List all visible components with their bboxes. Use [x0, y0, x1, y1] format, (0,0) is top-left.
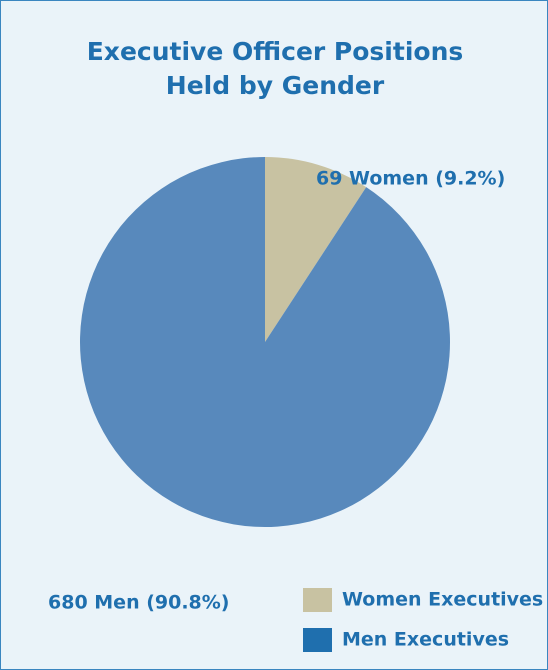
slice-label: 680 Men (90.8%): [48, 592, 230, 614]
pie-slice: [80, 157, 451, 527]
legend-label: Women Executives: [342, 589, 543, 611]
chart-title: Executive Officer Positions Held by Gend…: [86, 37, 464, 100]
legend-swatch: [303, 628, 332, 652]
legend-label: Men Executives: [342, 629, 509, 651]
pie-slice: [265, 157, 367, 342]
slice-label: 69 Women (9.2%): [316, 168, 505, 190]
legend-swatch: [303, 588, 332, 612]
